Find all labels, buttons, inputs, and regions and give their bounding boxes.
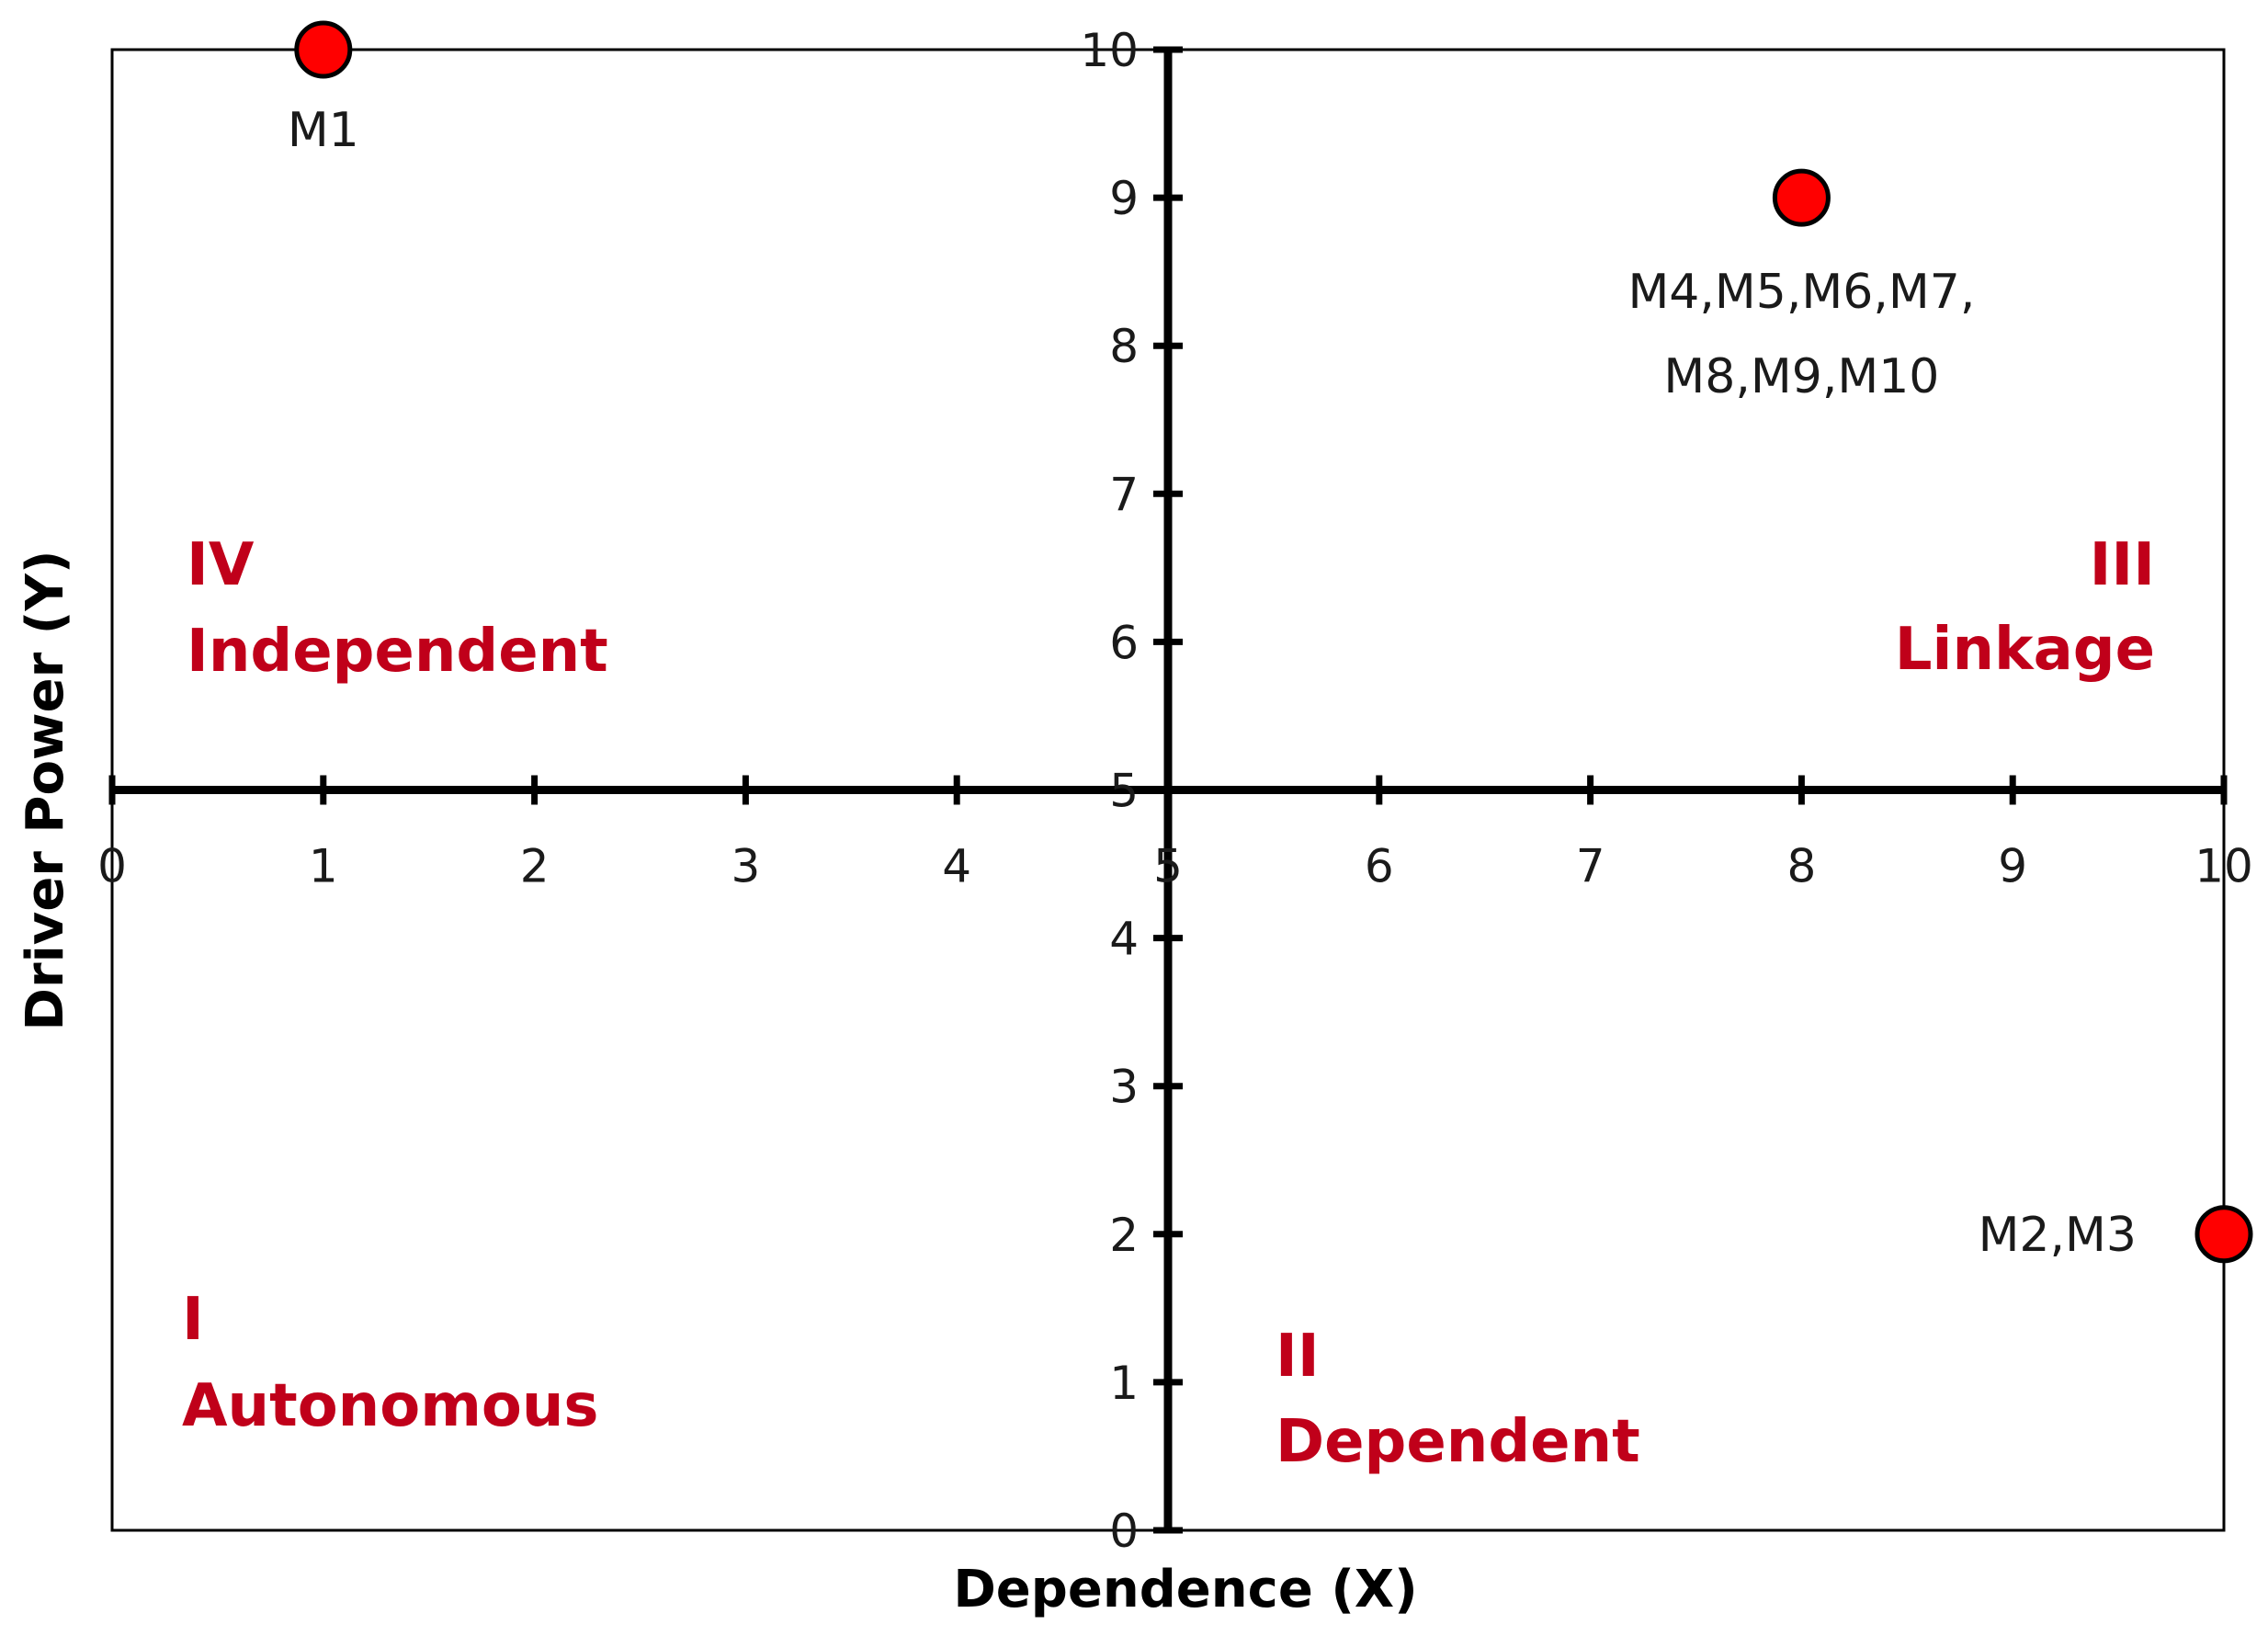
y-tick-label: 6 <box>1109 616 1139 669</box>
x-tick-label: 2 <box>520 840 550 893</box>
quadrant-iv-numeral: IV <box>187 531 255 599</box>
y-tick-label: 10 <box>1080 24 1139 77</box>
quadrant-ii-name: Dependent <box>1276 1408 1640 1476</box>
data-point-label: M1 <box>288 103 359 158</box>
y-tick-label: 4 <box>1109 913 1139 966</box>
y-axis-title: Driver Power (Y) <box>16 551 75 1031</box>
x-axis-title: Dependence (X) <box>953 1560 1417 1619</box>
quadrant-ii-numeral: II <box>1276 1323 1320 1391</box>
y-tick-label: 3 <box>1109 1061 1139 1114</box>
x-tick-label: 4 <box>942 840 971 893</box>
data-point-marker <box>2194 1205 2253 1264</box>
data-point-marker <box>294 20 353 79</box>
y-tick-label: 8 <box>1109 320 1139 373</box>
quadrant-iv-name: Independent <box>187 618 608 686</box>
data-point-label: M8,M9,M10 <box>1663 349 1939 404</box>
quadrant-iii-numeral: III <box>2090 531 2155 599</box>
y-tick-label: 1 <box>1109 1357 1139 1410</box>
quadrant-i-numeral: I <box>182 1286 204 1354</box>
x-tick-label: 8 <box>1786 840 1816 893</box>
x-tick-label: 6 <box>1365 840 1394 893</box>
x-tick-label: 3 <box>731 840 760 893</box>
x-tick-label: 0 <box>97 840 127 893</box>
quadrant-labels: IV Independent III Linkage I Autonomous … <box>182 531 2155 1476</box>
data-point-marker <box>1772 168 1831 227</box>
y-tick-label: 9 <box>1109 172 1139 225</box>
y-tick-label: 2 <box>1109 1209 1139 1262</box>
x-tick-label: 9 <box>1998 840 2027 893</box>
data-points: M1 M4,M5,M6,M7, M8,M9,M10 M2,M3 <box>288 20 2253 1264</box>
x-tick-label: 1 <box>309 840 338 893</box>
quadrant-i-name: Autonomous <box>182 1372 599 1440</box>
y-tick-label: 7 <box>1109 468 1139 521</box>
x-tick-label: 7 <box>1576 840 1605 893</box>
data-point-label: M2,M3 <box>1979 1208 2137 1263</box>
x-tick-label: 5 <box>1153 840 1183 893</box>
x-tick-label: 10 <box>2194 840 2253 893</box>
quadrant-iii-name: Linkage <box>1895 616 2155 684</box>
data-point-label: M4,M5,M6,M7, <box>1627 265 1975 320</box>
y-tick-label: 0 <box>1109 1505 1139 1558</box>
y-tick-label: 5 <box>1109 765 1139 818</box>
